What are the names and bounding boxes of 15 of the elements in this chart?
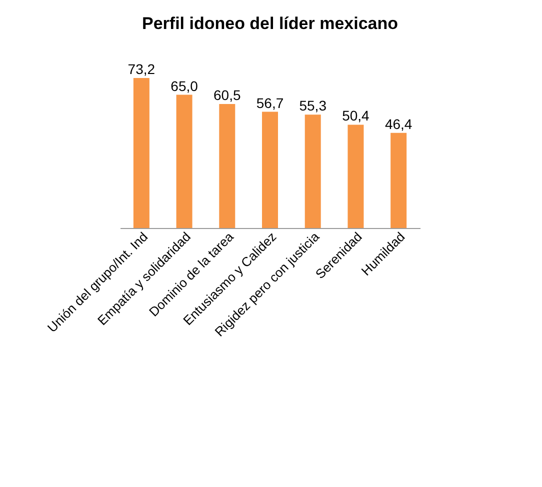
bar [390,132,407,228]
bar [348,124,364,228]
data-label: 73,2 [128,61,156,77]
bar [133,78,150,228]
data-label: 50,4 [342,108,370,124]
data-label: 60,5 [214,87,241,104]
data-label: 65,0 [170,78,198,94]
bar [304,114,321,228]
data-label: 55,3 [299,98,327,114]
data-label: 56,7 [256,94,284,111]
bar [262,112,278,228]
bar [176,94,192,228]
data-label: 46,4 [384,116,412,132]
bar [219,104,236,228]
chart-title: Perfil idoneo del líder mexicano [142,14,398,33]
